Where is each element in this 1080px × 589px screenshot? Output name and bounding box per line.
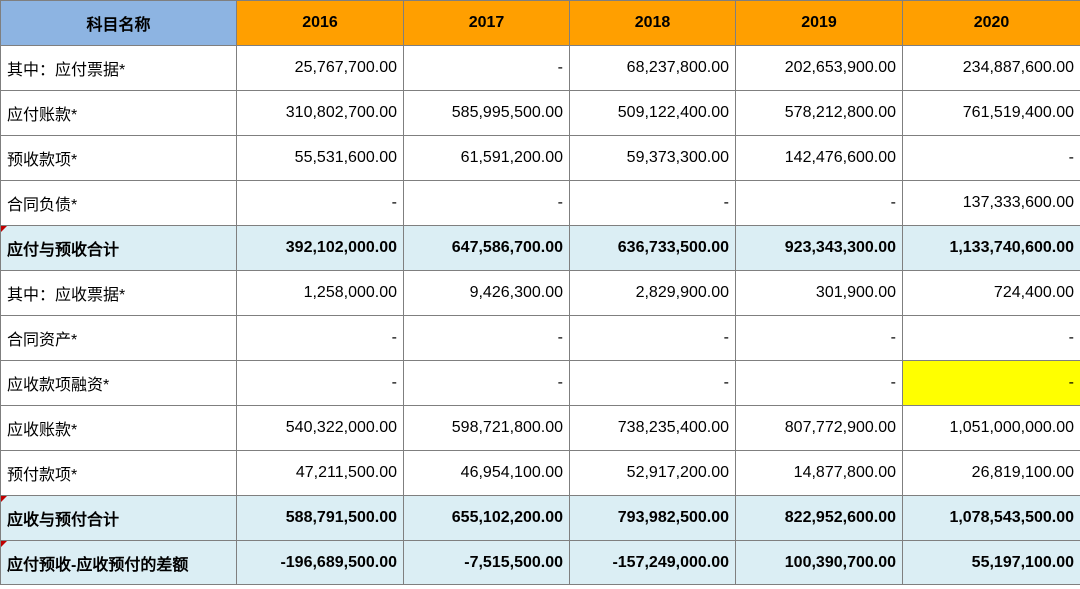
difference-value-cell[interactable]: -7,515,500.00 (403, 540, 570, 585)
value-cell[interactable]: 807,772,900.00 (735, 405, 903, 451)
value-cell[interactable]: - (403, 315, 570, 361)
header-cell-name[interactable]: 科目名称 (0, 0, 237, 46)
total-value-cell[interactable]: 1,133,740,600.00 (902, 225, 1080, 271)
total-value-cell[interactable]: 822,952,600.00 (735, 495, 903, 541)
value-cell[interactable]: - (735, 315, 903, 361)
value-cell[interactable]: 738,235,400.00 (569, 405, 736, 451)
value-cell[interactable]: - (735, 180, 903, 226)
value-cell[interactable]: 761,519,400.00 (902, 90, 1080, 136)
value-cell[interactable]: 2,829,900.00 (569, 270, 736, 316)
difference-value-cell[interactable]: -196,689,500.00 (236, 540, 404, 585)
value-cell[interactable]: 68,237,800.00 (569, 45, 736, 91)
table-row: 合同资产* - - - - - (0, 315, 1080, 361)
value-cell[interactable]: 46,954,100.00 (403, 450, 570, 496)
total-row: 应收与预付合计 588,791,500.00 655,102,200.00 79… (0, 495, 1080, 541)
total-value-cell[interactable]: 647,586,700.00 (403, 225, 570, 271)
header-cell-2018[interactable]: 2018 (569, 0, 736, 46)
row-label-cell[interactable]: 其中：应付票据* (0, 45, 237, 91)
total-value-cell[interactable]: 655,102,200.00 (403, 495, 570, 541)
value-cell[interactable]: - (569, 180, 736, 226)
difference-value-cell[interactable]: -157,249,000.00 (569, 540, 736, 585)
header-cell-2017[interactable]: 2017 (403, 0, 570, 46)
header-row: 科目名称 2016 2017 2018 2019 2020 (0, 0, 1080, 46)
value-cell[interactable]: 578,212,800.00 (735, 90, 903, 136)
value-cell[interactable]: 52,917,200.00 (569, 450, 736, 496)
value-cell[interactable]: 310,802,700.00 (236, 90, 404, 136)
value-cell[interactable]: 724,400.00 (902, 270, 1080, 316)
table-row: 其中：应付票据* 25,767,700.00 - 68,237,800.00 2… (0, 45, 1080, 91)
value-cell[interactable]: - (735, 360, 903, 406)
difference-label-cell[interactable]: 应付预收-应收预付的差额 (0, 540, 237, 585)
value-cell[interactable]: 1,051,000,000.00 (902, 405, 1080, 451)
row-label-cell[interactable]: 合同资产* (0, 315, 237, 361)
table-row: 应收款项融资* - - - - - (0, 360, 1080, 406)
table-row: 其中：应收票据* 1,258,000.00 9,426,300.00 2,829… (0, 270, 1080, 316)
value-cell[interactable]: 61,591,200.00 (403, 135, 570, 181)
value-cell[interactable]: 25,767,700.00 (236, 45, 404, 91)
value-cell[interactable]: 585,995,500.00 (403, 90, 570, 136)
row-label-cell[interactable]: 其中：应收票据* (0, 270, 237, 316)
row-label-cell[interactable]: 应收款项融资* (0, 360, 237, 406)
value-cell[interactable]: 47,211,500.00 (236, 450, 404, 496)
difference-value-cell[interactable]: 100,390,700.00 (735, 540, 903, 585)
value-cell[interactable]: - (569, 360, 736, 406)
value-cell[interactable]: 55,531,600.00 (236, 135, 404, 181)
table-row: 应付账款* 310,802,700.00 585,995,500.00 509,… (0, 90, 1080, 136)
total-value-cell[interactable]: 1,078,543,500.00 (902, 495, 1080, 541)
value-cell[interactable]: 9,426,300.00 (403, 270, 570, 316)
value-cell[interactable]: - (236, 315, 404, 361)
value-cell[interactable]: 301,900.00 (735, 270, 903, 316)
header-cell-2019[interactable]: 2019 (735, 0, 903, 46)
row-label-cell[interactable]: 应收账款* (0, 405, 237, 451)
value-cell[interactable]: - (403, 180, 570, 226)
total-value-cell[interactable]: 793,982,500.00 (569, 495, 736, 541)
header-cell-2016[interactable]: 2016 (236, 0, 404, 46)
highlighted-value-cell[interactable]: - (902, 360, 1080, 406)
value-cell[interactable]: 137,333,600.00 (902, 180, 1080, 226)
total-value-cell[interactable]: 923,343,300.00 (735, 225, 903, 271)
value-cell[interactable]: - (236, 360, 404, 406)
header-cell-2020[interactable]: 2020 (902, 0, 1080, 46)
row-label-cell[interactable]: 应付账款* (0, 90, 237, 136)
row-label-cell[interactable]: 合同负债* (0, 180, 237, 226)
value-cell[interactable]: 142,476,600.00 (735, 135, 903, 181)
total-label-cell[interactable]: 应付与预收合计 (0, 225, 237, 271)
table-row: 合同负债* - - - - 137,333,600.00 (0, 180, 1080, 226)
value-cell[interactable]: 540,322,000.00 (236, 405, 404, 451)
value-cell[interactable]: 14,877,800.00 (735, 450, 903, 496)
value-cell[interactable]: - (236, 180, 404, 226)
value-cell[interactable]: 598,721,800.00 (403, 405, 570, 451)
difference-row: 应付预收-应收预付的差额 -196,689,500.00 -7,515,500.… (0, 540, 1080, 585)
total-label-cell[interactable]: 应收与预付合计 (0, 495, 237, 541)
value-cell[interactable]: 234,887,600.00 (902, 45, 1080, 91)
value-cell[interactable]: - (403, 45, 570, 91)
table-row: 预付款项* 47,211,500.00 46,954,100.00 52,917… (0, 450, 1080, 496)
value-cell[interactable]: - (403, 360, 570, 406)
total-value-cell[interactable]: 392,102,000.00 (236, 225, 404, 271)
difference-value-cell[interactable]: 55,197,100.00 (902, 540, 1080, 585)
value-cell[interactable]: 1,258,000.00 (236, 270, 404, 316)
table-row: 预收款项* 55,531,600.00 61,591,200.00 59,373… (0, 135, 1080, 181)
total-row: 应付与预收合计 392,102,000.00 647,586,700.00 63… (0, 225, 1080, 271)
value-cell[interactable]: 509,122,400.00 (569, 90, 736, 136)
total-value-cell[interactable]: 588,791,500.00 (236, 495, 404, 541)
value-cell[interactable]: 59,373,300.00 (569, 135, 736, 181)
table-row: 应收账款* 540,322,000.00 598,721,800.00 738,… (0, 405, 1080, 451)
value-cell[interactable]: - (902, 315, 1080, 361)
value-cell[interactable]: - (569, 315, 736, 361)
row-label-cell[interactable]: 预收款项* (0, 135, 237, 181)
value-cell[interactable]: 26,819,100.00 (902, 450, 1080, 496)
value-cell[interactable]: 202,653,900.00 (735, 45, 903, 91)
row-label-cell[interactable]: 预付款项* (0, 450, 237, 496)
total-value-cell[interactable]: 636,733,500.00 (569, 225, 736, 271)
value-cell[interactable]: - (902, 135, 1080, 181)
